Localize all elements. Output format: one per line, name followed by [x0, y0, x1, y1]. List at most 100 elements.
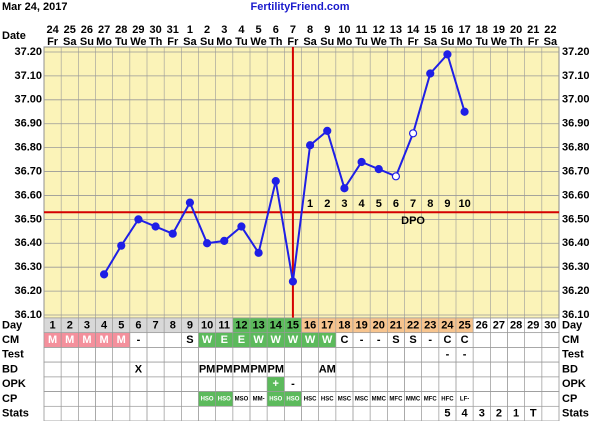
weekday-label: Mo: [457, 36, 473, 48]
weekday-label: We: [371, 36, 387, 48]
temp-point: [357, 157, 366, 167]
cell-text: W: [322, 334, 333, 346]
cell-text: -: [137, 334, 141, 346]
temp-point: [408, 129, 418, 138]
cell-text: S: [392, 334, 399, 346]
cell-text: PM: [233, 363, 250, 375]
cell-text: 8: [170, 319, 176, 331]
cell-text: W: [253, 334, 264, 346]
cell-text: M: [82, 334, 91, 346]
row-label: CM: [2, 334, 19, 346]
date-label: 6: [273, 24, 279, 36]
cell-text: HSC: [321, 397, 334, 403]
weekday-label: We: [250, 36, 266, 48]
y-tick-label: 36.60: [14, 189, 42, 201]
cell-text: T: [530, 408, 537, 420]
date-label: 16: [441, 24, 453, 36]
cell-text: HSO: [218, 397, 231, 403]
cell-text: 15: [287, 319, 299, 331]
cell-text: +: [273, 378, 279, 390]
y-tick-label-right: 36.70: [562, 165, 590, 177]
weekday-label: Th: [509, 36, 523, 48]
y-tick-label: 36.10: [14, 309, 42, 321]
dpo-title: DPO: [401, 215, 425, 227]
row-label: Stats: [2, 408, 29, 420]
cell-text: -: [446, 349, 450, 361]
cell-text: 21: [390, 319, 402, 331]
cell-text: M: [99, 334, 108, 346]
y-tick-label-right: 36.60: [562, 189, 590, 201]
cell-text: PM: [199, 363, 216, 375]
x-label: Date: [2, 30, 26, 42]
temp-point: [202, 239, 212, 248]
date-label: 4: [238, 24, 245, 36]
cell-text: 4: [101, 319, 108, 331]
cell-text: 3: [479, 408, 485, 420]
date-label: 1: [187, 24, 193, 36]
site-name[interactable]: FertilityFriend.com: [250, 1, 349, 13]
date-label: 20: [510, 24, 522, 36]
temp-point: [305, 141, 315, 150]
temp-point: [323, 126, 332, 135]
cell-text: -: [463, 349, 467, 361]
cell-text: 2: [496, 408, 502, 420]
cell-text: 18: [338, 319, 350, 331]
cell-text: X: [135, 363, 143, 375]
cell-text: 30: [544, 319, 556, 331]
weekday-label: We: [130, 36, 146, 48]
y-tick-label-right: 37.20: [562, 46, 590, 58]
dpo-label: 5: [376, 198, 382, 210]
y-tick-label: 36.40: [14, 237, 42, 249]
cell-text: 12: [235, 319, 247, 331]
date-label: 26: [81, 24, 93, 36]
y-tick-label-right: 37.00: [562, 94, 590, 106]
dpo-label: 2: [324, 198, 330, 210]
cell-text: 5: [444, 408, 450, 420]
y-tick-label: 36.20: [14, 285, 42, 297]
cell-text: MSC: [338, 397, 352, 403]
cell-text: 1: [50, 319, 56, 331]
date-label: 14: [407, 24, 420, 36]
cell-text: 13: [252, 319, 264, 331]
date-label: 8: [307, 24, 313, 36]
weekday-label: Th: [149, 36, 163, 48]
date-label: 11: [356, 24, 368, 36]
weekday-label: Sa: [303, 36, 317, 48]
date-label: 19: [493, 24, 505, 36]
cell-text: 23: [424, 319, 436, 331]
row-label-right: CM: [562, 334, 579, 346]
temp-point: [237, 222, 246, 231]
cell-text: -: [377, 334, 381, 346]
date-label: 28: [115, 24, 127, 36]
weekday-label: Fr: [408, 36, 420, 48]
temp-point: [168, 229, 177, 238]
dpo-label: 3: [341, 198, 347, 210]
cell-text: HSO: [286, 397, 299, 403]
temp-point: [254, 248, 263, 257]
date-label: 5: [256, 24, 262, 36]
cell-text: -: [291, 378, 295, 390]
cell-text: M: [117, 334, 126, 346]
date-label: 30: [149, 24, 161, 36]
dpo-label: 1: [307, 198, 313, 210]
cell-text: AM: [319, 363, 336, 375]
temp-point: [374, 165, 383, 174]
weekday-label: Su: [200, 36, 214, 48]
temp-point: [220, 236, 229, 245]
temp-point: [391, 172, 401, 181]
date-label: 21: [527, 24, 539, 36]
weekday-label: Mo: [336, 36, 352, 48]
cell-text: PM: [250, 363, 267, 375]
row-label: BD: [2, 363, 18, 375]
cell-text: C: [443, 334, 451, 346]
y-tick-label: 36.50: [14, 213, 42, 225]
dpo-label: 8: [427, 198, 433, 210]
date-label: 15: [424, 24, 436, 36]
date-label: 7: [290, 24, 296, 36]
dpo-label: 10: [458, 198, 470, 210]
cell-text: MFC: [424, 397, 438, 403]
date-label: 29: [132, 24, 144, 36]
cell-text: HFC: [441, 397, 454, 403]
row-label: Day: [2, 319, 23, 331]
